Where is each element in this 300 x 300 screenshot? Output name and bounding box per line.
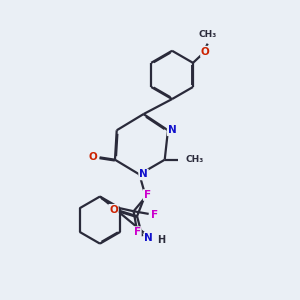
Text: O: O — [109, 205, 118, 215]
Text: F: F — [134, 227, 141, 237]
Text: H: H — [157, 235, 165, 245]
Text: F: F — [151, 210, 158, 220]
Text: CH₃: CH₃ — [185, 155, 204, 164]
Text: O: O — [201, 47, 210, 57]
Text: N: N — [139, 169, 148, 179]
Text: N: N — [144, 233, 153, 243]
Text: CH₃: CH₃ — [199, 30, 217, 39]
Text: N: N — [168, 125, 176, 135]
Text: O: O — [89, 152, 98, 162]
Text: F: F — [144, 190, 151, 200]
